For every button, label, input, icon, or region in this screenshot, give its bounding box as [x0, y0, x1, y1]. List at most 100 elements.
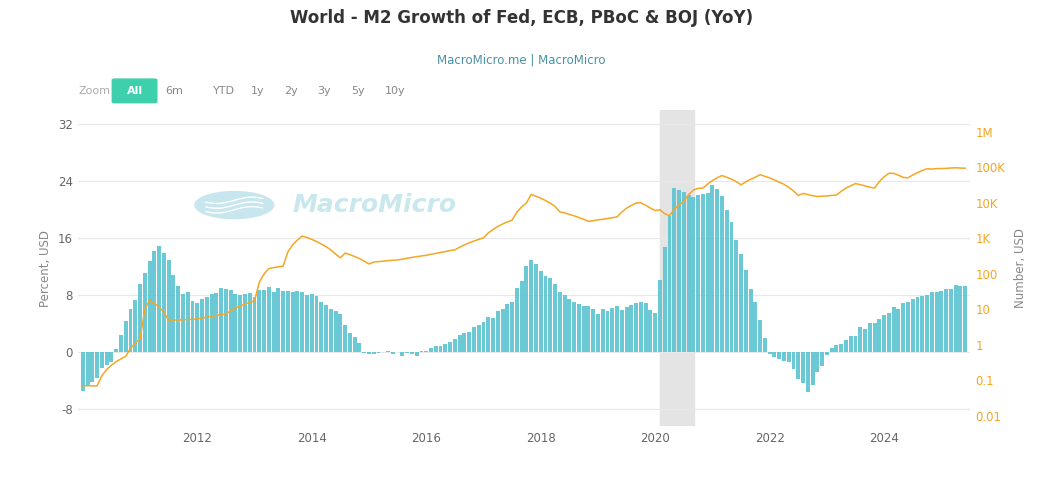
Bar: [658, 280, 662, 352]
Bar: [753, 302, 757, 352]
Bar: [596, 314, 600, 352]
Bar: [920, 296, 924, 352]
Bar: [248, 293, 251, 352]
Bar: [897, 309, 900, 352]
Bar: [953, 285, 957, 352]
Bar: [443, 343, 447, 352]
Bar: [238, 294, 242, 352]
Bar: [543, 276, 548, 352]
Text: 1y: 1y: [250, 86, 265, 96]
Bar: [940, 291, 943, 352]
Bar: [734, 240, 738, 352]
Bar: [91, 352, 94, 382]
Bar: [701, 195, 705, 352]
Bar: [258, 290, 261, 352]
Bar: [534, 264, 538, 352]
Bar: [419, 351, 423, 352]
Bar: [482, 321, 485, 352]
Bar: [434, 345, 438, 352]
Bar: [810, 352, 815, 386]
Bar: [291, 293, 294, 352]
Bar: [353, 338, 357, 352]
Bar: [458, 335, 462, 352]
Bar: [234, 294, 238, 352]
Bar: [696, 195, 700, 352]
Bar: [324, 305, 328, 352]
Bar: [134, 299, 138, 352]
Y-axis label: Percent, USD: Percent, USD: [40, 230, 52, 307]
Bar: [224, 289, 227, 352]
Bar: [519, 281, 524, 352]
Bar: [634, 303, 638, 352]
Bar: [901, 303, 905, 352]
Bar: [262, 290, 266, 352]
Bar: [167, 260, 171, 352]
Bar: [358, 343, 362, 352]
Bar: [660, 110, 694, 426]
Bar: [549, 278, 552, 352]
Bar: [868, 323, 872, 352]
Bar: [181, 294, 185, 352]
Bar: [677, 190, 681, 352]
Bar: [820, 352, 824, 366]
Bar: [110, 352, 114, 362]
Bar: [525, 267, 529, 352]
Text: MacroMicro: MacroMicro: [292, 193, 456, 217]
Bar: [715, 189, 719, 352]
Bar: [840, 343, 843, 352]
Bar: [210, 294, 214, 352]
Bar: [858, 326, 863, 352]
Bar: [362, 352, 366, 353]
Bar: [834, 344, 839, 352]
Bar: [191, 301, 194, 352]
Bar: [267, 287, 271, 352]
Bar: [510, 302, 514, 352]
Y-axis label: Number, USD: Number, USD: [1014, 228, 1026, 308]
Text: 5y: 5y: [350, 86, 365, 96]
Bar: [329, 309, 333, 352]
Bar: [338, 314, 342, 352]
Bar: [629, 305, 633, 352]
Bar: [853, 336, 857, 352]
Bar: [873, 323, 876, 352]
Bar: [692, 197, 696, 352]
Bar: [439, 346, 442, 352]
Text: Zoom: Zoom: [78, 86, 111, 96]
Bar: [506, 304, 509, 352]
Bar: [162, 253, 166, 352]
Bar: [782, 352, 786, 361]
Bar: [386, 351, 390, 352]
Bar: [930, 292, 933, 352]
Bar: [825, 352, 829, 355]
Bar: [81, 352, 84, 391]
Bar: [586, 306, 590, 352]
Bar: [204, 297, 209, 352]
Bar: [429, 348, 433, 352]
Bar: [801, 352, 805, 383]
Bar: [448, 342, 452, 352]
Bar: [686, 195, 690, 352]
Bar: [462, 333, 466, 352]
Bar: [195, 303, 199, 352]
Bar: [762, 339, 767, 352]
Text: All: All: [126, 86, 143, 96]
Bar: [415, 352, 418, 356]
Bar: [944, 290, 948, 352]
Bar: [467, 333, 471, 352]
Bar: [115, 349, 118, 352]
Bar: [639, 302, 642, 352]
Bar: [501, 309, 505, 352]
Text: 6m: 6m: [165, 86, 184, 96]
Circle shape: [194, 191, 274, 220]
Bar: [104, 352, 108, 365]
Bar: [176, 286, 180, 352]
Bar: [252, 297, 257, 352]
Bar: [310, 294, 314, 352]
Bar: [887, 314, 891, 352]
Bar: [491, 318, 495, 352]
Bar: [276, 288, 281, 352]
Bar: [271, 292, 275, 352]
Bar: [653, 313, 657, 352]
Bar: [558, 292, 562, 352]
Bar: [649, 310, 652, 352]
